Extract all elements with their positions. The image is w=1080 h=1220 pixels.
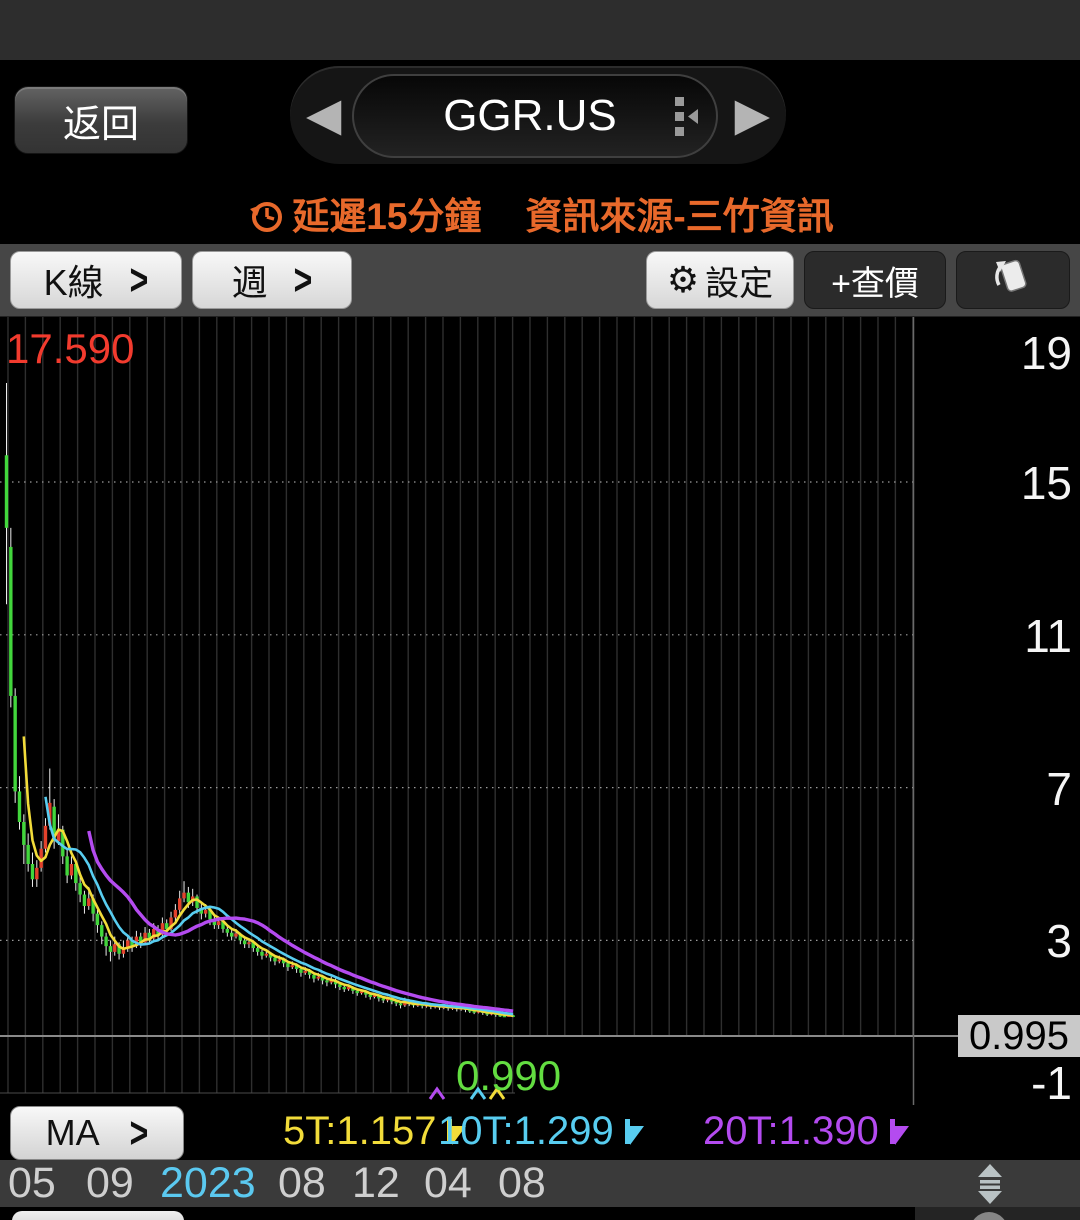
next-symbol-arrow-icon[interactable]: ▶: [734, 88, 770, 140]
chevron-right-icon: >: [293, 255, 313, 304]
quote-label: +查價: [831, 264, 919, 303]
vertical-resize-handle-icon[interactable]: [975, 1164, 1005, 1209]
price-axis-tick: 11: [1024, 609, 1072, 662]
current-price-badge: 0.995: [958, 1014, 1080, 1057]
time-axis-label: 05: [8, 1159, 56, 1207]
next-panel-knob: [970, 1212, 1008, 1220]
symbol-navigator: ◀ GGR.US ▶: [290, 66, 786, 164]
ma-value-label: 20T:1.390: [703, 1109, 879, 1153]
prev-symbol-arrow-icon[interactable]: ◀: [306, 88, 342, 140]
ma-value-label: 10T:1.299: [438, 1109, 614, 1153]
ma-value-chip: 5T:1.157: [283, 1109, 468, 1154]
delay-text: 延遲15分鐘: [292, 196, 482, 237]
down-arrow-icon: [889, 1118, 909, 1145]
volume-button-partial[interactable]: [12, 1211, 184, 1220]
next-panel-partial: [0, 1207, 1080, 1220]
status-bar: [0, 0, 1080, 60]
chart-type-button[interactable]: K線 >: [10, 251, 182, 309]
chart-type-label: K線: [43, 262, 104, 303]
price-axis-tick: 15: [1020, 457, 1072, 509]
rotate-screen-icon: [990, 253, 1036, 308]
symbol-title: GGR.US: [443, 91, 617, 140]
time-axis-label: 12: [352, 1159, 400, 1207]
period-label: 週: [231, 262, 268, 303]
back-button-label: 返回: [62, 103, 139, 146]
price-axis-tick: 19: [1020, 327, 1072, 379]
price-axis-tick: 3: [1046, 915, 1072, 968]
quote-button[interactable]: +查價: [804, 251, 946, 309]
ma-indicator-row: MA > 5T:1.157 10T:1.299 20T:1.390: [0, 1105, 1080, 1160]
ma-value-chip: 10T:1.299: [438, 1109, 646, 1154]
back-button[interactable]: 返回: [14, 86, 188, 154]
period-low-label: 0.990: [456, 1052, 562, 1099]
delay-clock-icon: [246, 196, 286, 245]
chevron-right-icon: >: [129, 1108, 149, 1157]
down-arrow-icon: [447, 1118, 467, 1145]
time-axis-bar[interactable]: 05 09 2023 08 12 04 08: [0, 1160, 1080, 1207]
ma-button[interactable]: MA >: [10, 1106, 184, 1160]
period-high-label: 17.590: [6, 325, 135, 372]
header: 返回 ◀ GGR.US ▶: [0, 60, 1080, 244]
price-axis-tick: 7: [1046, 762, 1072, 815]
period-button[interactable]: 週 >: [192, 251, 352, 309]
ma-button-label: MA: [45, 1112, 100, 1153]
chart-toolbar: K線 > 週 > ⚙ 設定 +查價: [0, 244, 1080, 317]
settings-label: 設定: [705, 264, 774, 303]
chart-canvas: [0, 317, 1080, 1105]
chevron-right-icon: >: [129, 255, 149, 304]
candlestick-chart[interactable]: 17.590 0.990 19 15 11 7 3 -1 0.995: [0, 317, 1080, 1109]
price-axis-tick: -1: [1031, 1057, 1072, 1109]
ma-value-chip: 20T:1.390: [703, 1109, 911, 1154]
symbol-menu-icon[interactable]: [672, 94, 700, 151]
source-text: 資訊來源-三竹資訊: [525, 196, 834, 237]
settings-button[interactable]: ⚙ 設定: [646, 251, 794, 309]
gear-icon: ⚙: [666, 259, 700, 300]
rotate-screen-button[interactable]: [956, 251, 1070, 309]
down-arrow-icon: [624, 1118, 644, 1145]
time-axis-label: 09: [86, 1159, 134, 1207]
delay-info-line: 延遲15分鐘 資訊來源-三竹資訊: [0, 186, 1080, 245]
ma-value-label: 5T:1.157: [283, 1109, 437, 1153]
time-axis-label: 04: [424, 1159, 472, 1207]
time-axis-label: 08: [498, 1159, 546, 1207]
symbol-button[interactable]: GGR.US: [352, 74, 718, 158]
time-axis-label: 08: [278, 1159, 326, 1207]
time-axis-label: 2023: [160, 1159, 256, 1207]
